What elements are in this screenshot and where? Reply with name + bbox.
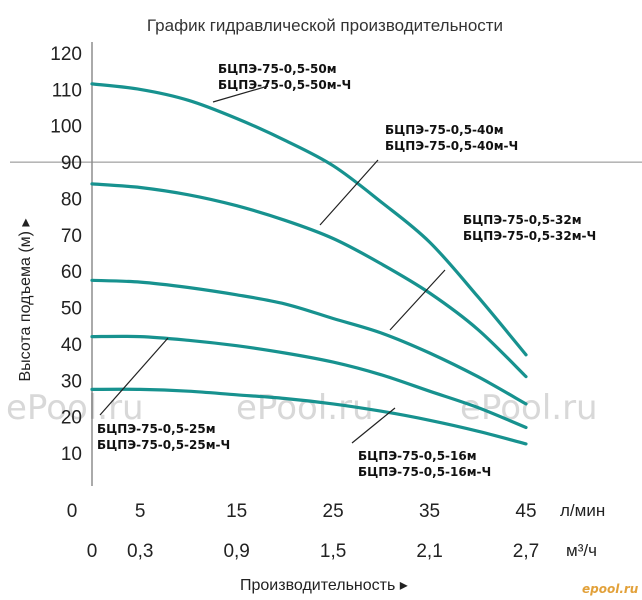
watermark-text: ePool.ru — [6, 388, 144, 428]
y-axis-label: Высота подъема (м) ▸ — [17, 219, 34, 382]
series-label: БЦПЭ-75-0,5-16м — [358, 449, 477, 463]
x-unit-m3h: м³/ч — [566, 541, 597, 560]
series-label: БЦПЭ-75-0,5-25м — [97, 422, 216, 436]
leader-line — [99, 337, 169, 416]
chart-title: График гидравлической производительности — [147, 16, 503, 35]
y-tick-label: 50 — [61, 299, 82, 320]
series-label: БЦПЭ-75-0,5-50м — [218, 62, 337, 76]
x-tick-label-lmin: 5 — [135, 501, 146, 522]
y-tick-label: 70 — [61, 226, 82, 247]
x-tick-label-lmin: 25 — [323, 501, 344, 522]
x-tick-label-m3h: 0 — [87, 541, 98, 562]
series-curve-0 — [90, 82, 528, 357]
x-tick-label-lmin: 15 — [226, 501, 247, 522]
y-tick-label: 10 — [61, 444, 82, 465]
leader-line — [212, 85, 269, 103]
x-tick-label-zero: 0 — [67, 501, 78, 522]
x-tick-label-lmin: 35 — [419, 501, 440, 522]
series-label: БЦПЭ-75-0,5-25м-Ч — [97, 438, 230, 452]
y-tick-label: 40 — [61, 335, 82, 356]
y-tick-label: 110 — [52, 80, 82, 101]
x-tick-label-m3h: 2,7 — [513, 541, 539, 562]
x-tick-label-m3h: 2,1 — [416, 541, 442, 562]
series-label: БЦПЭ-75-0,5-32м-Ч — [463, 229, 596, 243]
leader-line — [319, 159, 379, 226]
leader-line — [389, 269, 446, 331]
series-curve-2 — [90, 278, 528, 406]
y-tick-label: 30 — [61, 371, 82, 392]
x-tick-label-m3h: 0,9 — [223, 541, 249, 562]
y-tick-label: 120 — [50, 44, 82, 65]
series-label: БЦПЭ-75-0,5-50м-Ч — [218, 78, 351, 92]
y-tick-label: 60 — [61, 262, 82, 283]
y-tick-label: 90 — [61, 153, 82, 174]
x-tick-label-lmin: 45 — [515, 501, 536, 522]
series-curve-3 — [90, 334, 528, 430]
watermark-text: ePool.ru — [236, 388, 374, 428]
series-label: БЦПЭ-75-0,5-16м-Ч — [358, 465, 491, 479]
x-tick-label-m3h: 0,3 — [127, 541, 153, 562]
y-tick-label: 20 — [61, 408, 82, 429]
series-label: БЦПЭ-75-0,5-40м-Ч — [385, 139, 518, 153]
epool-corner-logo: epool.ru — [582, 582, 639, 596]
leader-line — [351, 407, 396, 444]
series-curve-4 — [90, 387, 528, 446]
series-label: БЦПЭ-75-0,5-32м — [463, 213, 582, 227]
y-tick-label: 100 — [50, 117, 82, 138]
x-unit-lmin: л/мин — [560, 501, 605, 520]
series-curve-1 — [90, 182, 528, 379]
y-tick-label: 80 — [61, 189, 82, 210]
x-tick-label-m3h: 1,5 — [320, 541, 346, 562]
x-axis-label: Производительность ▸ — [240, 577, 408, 594]
series-label: БЦПЭ-75-0,5-40м — [385, 123, 504, 137]
